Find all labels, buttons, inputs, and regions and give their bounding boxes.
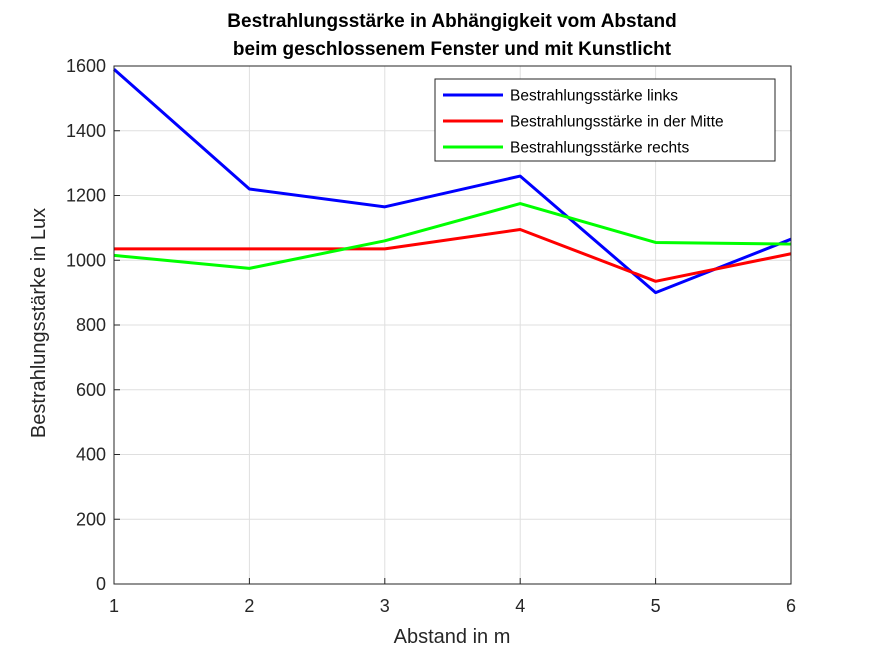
series-line-1 [113,68,792,295]
x-tick-label: 6 [786,596,796,616]
y-tick-label: 1000 [66,250,106,270]
x-tick-label: 2 [244,596,254,616]
legend-label-1: Bestrahlungsstärke links [510,88,678,105]
x-tick-label: 4 [515,596,525,616]
y-tick-label: 600 [76,380,106,400]
legend-label-2: Bestrahlungsstärke in der Mitte [510,114,724,131]
y-axis-ticks: 0 200 400 600 800 1000 1200 1400 1600 [66,56,120,594]
y-tick-label: 1400 [66,121,106,141]
y-tick-label: 0 [96,574,106,594]
chart-title: Bestrahlungsstärke in Abhängigkeit vom A… [227,11,676,60]
y-tick-label: 200 [76,509,106,529]
x-axis-ticks: 1 2 3 4 5 6 [109,578,796,616]
chart-title-line-1: Bestrahlungsstärke in Abhängigkeit vom A… [227,11,676,32]
y-tick-label: 1200 [66,186,106,206]
data-series [113,68,792,295]
y-axis-label: Bestrahlungsstärke in Lux [28,208,50,438]
legend-label-3: Bestrahlungsstärke rechts [510,140,689,157]
x-axis-label: Abstand in m [394,626,511,648]
x-tick-label: 1 [109,596,119,616]
y-tick-label: 1600 [66,56,106,76]
x-tick-label: 5 [651,596,661,616]
chart-title-line-2: beim geschlossenem Fenster und mit Kunst… [233,39,672,60]
y-tick-label: 400 [76,445,106,465]
legend: Bestrahlungsstärke links Bestrahlungsstär… [434,78,776,162]
series-line-3 [113,202,792,270]
series-line-2 [114,227,792,283]
x-tick-label: 3 [380,596,390,616]
y-tick-label: 800 [76,315,106,335]
